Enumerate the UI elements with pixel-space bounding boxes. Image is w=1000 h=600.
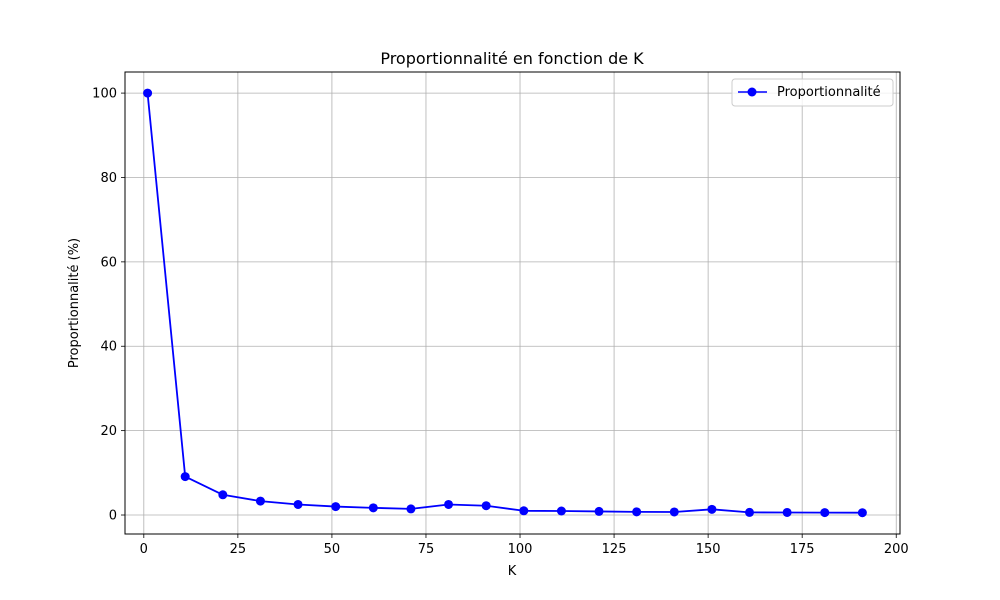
data-point <box>444 499 454 509</box>
legend-marker <box>747 87 757 97</box>
data-point <box>857 508 867 518</box>
data-point <box>820 508 830 518</box>
y-tick-label: 20 <box>100 424 117 439</box>
data-point <box>594 506 604 516</box>
x-tick-label: 75 <box>418 542 435 557</box>
x-axis-label: K <box>508 564 517 579</box>
data-point <box>143 88 153 98</box>
legend: Proportionnalité <box>731 78 894 107</box>
plot-frame <box>124 71 901 535</box>
x-tick-label: 50 <box>324 542 341 557</box>
y-tick-label: 40 <box>100 340 117 355</box>
x-tick-label: 175 <box>790 542 815 557</box>
x-tick-label: 150 <box>696 542 721 557</box>
x-tick-label: 0 <box>140 542 148 557</box>
data-point <box>519 506 529 516</box>
y-tick-label: 100 <box>92 87 117 102</box>
x-tick-label: 100 <box>508 542 533 557</box>
data-point <box>180 472 190 482</box>
data-point <box>707 504 717 514</box>
series-line <box>146 93 863 514</box>
legend-label: Proportionnalité <box>777 85 881 100</box>
data-point <box>406 504 416 514</box>
data-point <box>745 507 755 517</box>
x-tick-label: 25 <box>230 542 247 557</box>
y-axis-label: Proportionnalité (%) <box>67 238 82 368</box>
data-point <box>481 501 491 511</box>
y-tick-label: 60 <box>100 255 117 270</box>
x-tick-label: 200 <box>884 542 909 557</box>
legend-box <box>731 78 894 107</box>
chart-title: Proportionnalité en fonction de K <box>380 49 644 68</box>
data-point <box>368 503 378 513</box>
data-point <box>331 502 341 512</box>
data-point <box>293 499 303 509</box>
y-tick-label: 80 <box>100 171 117 186</box>
grid-lines <box>125 72 900 534</box>
series-layer <box>143 88 867 518</box>
data-point <box>782 507 792 517</box>
data-point <box>632 507 642 517</box>
data-point <box>556 506 566 516</box>
axis-ticks: 0 25 50 75 100 125 150 175 200 0 20 40 60 80 100 <box>92 87 908 557</box>
x-tick-label: 125 <box>602 542 627 557</box>
data-point <box>218 490 228 500</box>
data-point <box>255 496 265 506</box>
y-tick-label: 0 <box>109 509 117 524</box>
data-point <box>669 507 679 517</box>
